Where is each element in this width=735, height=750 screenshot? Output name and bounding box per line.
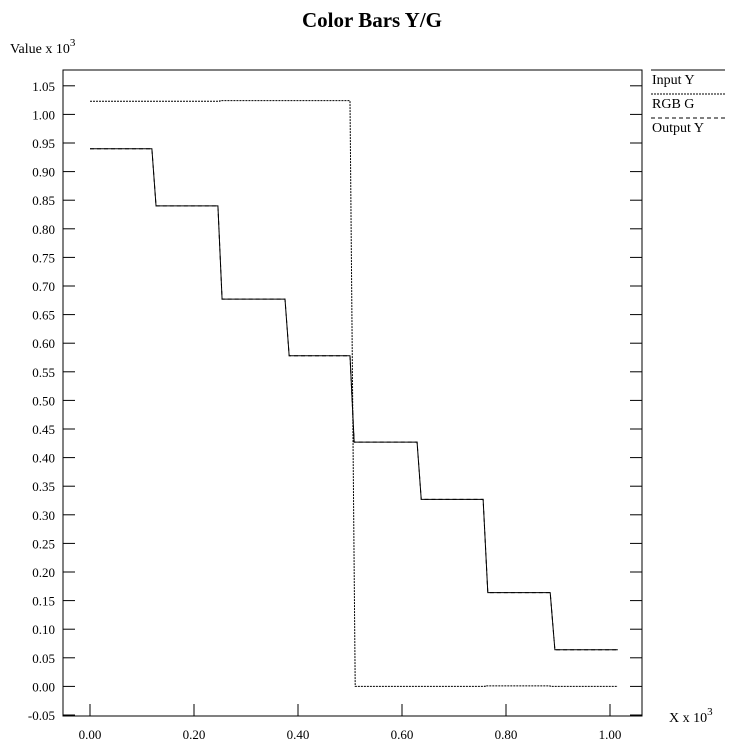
y-tick-label: 0.95 (32, 136, 55, 151)
x-tick-label: 0.20 (183, 727, 206, 742)
x-tick-label: 1.00 (599, 727, 622, 742)
series-line-rgb-g (90, 100, 618, 687)
x-tick-label: 0.60 (391, 727, 414, 742)
y-tick-label: 0.00 (32, 679, 55, 694)
series-line-output-y (90, 148, 618, 651)
y-tick-label: 0.30 (32, 508, 55, 523)
y-tick-label: 0.60 (32, 336, 55, 351)
y-tick-label: 1.00 (32, 107, 55, 122)
y-tick-label: 0.45 (32, 422, 55, 437)
x-tick-label: 0.80 (495, 727, 518, 742)
chart-title: Color Bars Y/G (302, 8, 442, 32)
y-tick-label: 0.65 (32, 308, 55, 323)
y-tick-label: 0.40 (32, 451, 55, 466)
y-tick-label: 1.05 (32, 79, 55, 94)
y-tick-label: 0.55 (32, 365, 55, 380)
y-tick-label: 0.35 (32, 479, 55, 494)
legend-label: RGB G (652, 97, 694, 112)
y-tick-label: 0.90 (32, 165, 55, 180)
y-tick-label: 0.80 (32, 222, 55, 237)
plot-frame (62, 69, 643, 717)
y-axis-label: Value x 103 (10, 37, 76, 57)
y-tick-label: 0.05 (32, 651, 55, 666)
series-line-input-y (90, 148, 618, 651)
legend-label: Output Y (652, 121, 704, 136)
y-tick-label: -0.05 (28, 708, 55, 723)
legend: Input Y RGB G Output Y (651, 69, 725, 136)
y-tick-label: 0.25 (32, 536, 55, 551)
y-tick-label: 0.75 (32, 250, 55, 265)
x-tick-label: 0.40 (287, 727, 310, 742)
y-tick-label: 0.15 (32, 594, 55, 609)
y-tick-label: 0.20 (32, 565, 55, 580)
legend-label: Input Y (652, 73, 695, 88)
x-tick-label: 0.00 (79, 727, 102, 742)
y-tick-label: 0.70 (32, 279, 55, 294)
y-tick-label: 0.85 (32, 193, 55, 208)
y-tick-label: 0.50 (32, 393, 55, 408)
y-tick-label: 0.10 (32, 622, 55, 637)
x-axis-label: X x 103 (669, 706, 713, 726)
